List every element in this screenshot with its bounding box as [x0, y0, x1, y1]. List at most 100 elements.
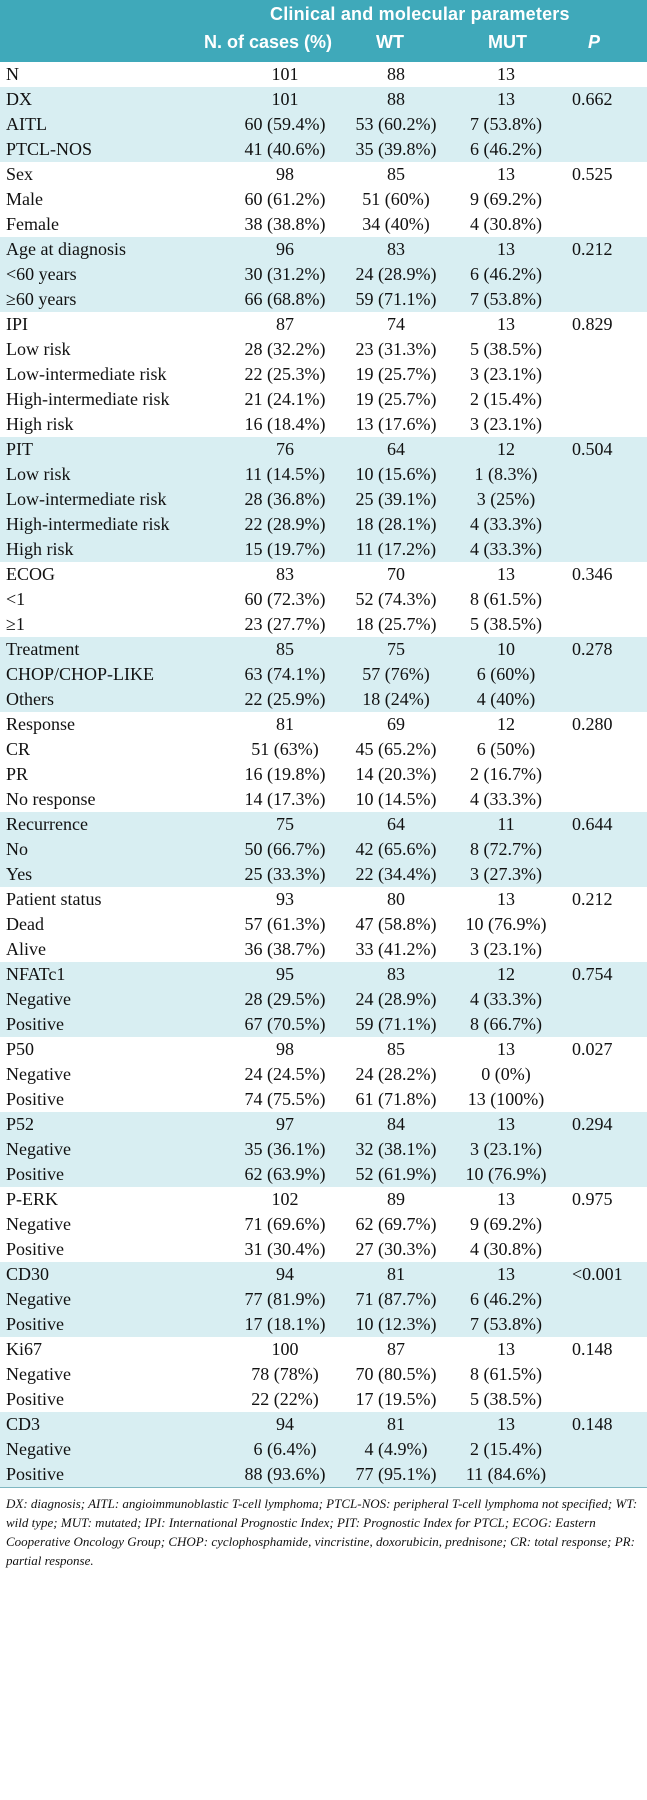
cell-p-value: 0.829 — [572, 314, 613, 334]
table-group: Sex 98 85 13 0.525 Male 60 (61.2%) 51 (60%) 9 (6… — [0, 162, 647, 237]
cell-mut: 13 — [497, 889, 515, 909]
row-label: P-ERK — [6, 1189, 59, 1209]
table-row: Positive 22 (22%) 17 (19.5%) 5 (38.5%) — [0, 1387, 647, 1412]
row-label: NFATc1 — [6, 964, 66, 984]
cell-mut: 4 (30.8%) — [470, 214, 542, 234]
group-header-row: Ki67 100 87 13 0.148 — [0, 1337, 647, 1362]
cell-mut: 12 — [497, 964, 515, 984]
cell-mut: 2 (15.4%) — [470, 389, 542, 409]
cell-mut: 2 (15.4%) — [470, 1439, 542, 1459]
cell-n-cases: 102 — [271, 1189, 299, 1209]
cell-n-cases: 81 — [276, 714, 294, 734]
group-header-row: Treatment 85 75 10 0.278 — [0, 637, 647, 662]
table-group: Response 81 69 12 0.280 CR 51 (63%) 45 (65.2%) 6… — [0, 712, 647, 812]
cell-mut: 6 (60%) — [476, 664, 536, 684]
cell-n-cases: 17 (18.1%) — [244, 1314, 326, 1334]
cell-wt: 64 — [387, 814, 405, 834]
table-row: Negative 71 (69.6%) 62 (69.7%) 9 (69.2%) — [0, 1212, 647, 1237]
group-header-row: ECOG 83 70 13 0.346 — [0, 562, 647, 587]
cell-wt: 84 — [387, 1114, 405, 1134]
header-mut: MUT — [488, 32, 527, 52]
table-group: P50 98 85 13 0.027 Negative 24 (24.5%) 24 (28.2… — [0, 1037, 647, 1112]
cell-p-value: 0.212 — [572, 889, 613, 909]
cell-wt: 42 (65.6%) — [355, 839, 437, 859]
table-row: Positive 17 (18.1%) 10 (12.3%) 7 (53.8%) — [0, 1312, 647, 1337]
group-header-row: P50 98 85 13 0.027 — [0, 1037, 647, 1062]
group-header-row: Sex 98 85 13 0.525 — [0, 162, 647, 187]
cell-wt: 17 (19.5%) — [355, 1389, 437, 1409]
table-group: ECOG 83 70 13 0.346 <1 60 (72.3%) 52 (74.3%) 8 (… — [0, 562, 647, 637]
row-label: Positive — [6, 1239, 65, 1259]
cell-wt: 74 — [387, 314, 405, 334]
row-label: Low-intermediate risk — [6, 489, 167, 509]
cell-mut: 10 — [497, 639, 515, 659]
table-row: Negative 28 (29.5%) 24 (28.9%) 4 (33.3%) — [0, 987, 647, 1012]
table-row: ≥60 years 66 (68.8%) 59 (71.1%) 7 (53.8%) — [0, 287, 647, 312]
cell-mut: 4 (33.3%) — [470, 789, 542, 809]
group-header-row: P-ERK 102 89 13 0.975 — [0, 1187, 647, 1212]
parameters-table: Clinical and molecular parameters N. of … — [0, 0, 647, 1568]
table-row: Positive 62 (63.9%) 52 (61.9%) 10 (76.9%) — [0, 1162, 647, 1187]
cell-wt: 59 (71.1%) — [355, 1014, 437, 1034]
row-label: Sex — [6, 164, 33, 184]
table-row: Negative 24 (24.5%) 24 (28.2%) 0 (0%) — [0, 1062, 647, 1087]
table-group: N 101 88 13 — [0, 62, 647, 87]
group-header-row: Patient status 93 80 13 0.212 — [0, 887, 647, 912]
table-row: Female 38 (38.8%) 34 (40%) 4 (30.8%) — [0, 212, 647, 237]
row-label: Low risk — [6, 339, 71, 359]
cell-n-cases: 16 (18.4%) — [244, 414, 326, 434]
cell-wt: 19 (25.7%) — [355, 389, 437, 409]
cell-mut: 1 (8.3%) — [474, 464, 538, 484]
cell-n-cases: 74 (75.5%) — [244, 1089, 326, 1109]
table-group: PIT 76 64 12 0.504 Low risk 11 (14.5%) 10 (15.6… — [0, 437, 647, 562]
row-label: CD30 — [6, 1264, 50, 1284]
cell-p-value: 0.644 — [572, 814, 613, 834]
cell-wt: 22 (34.4%) — [355, 864, 437, 884]
cell-wt: 83 — [387, 239, 405, 259]
group-header-row: IPI 87 74 13 0.829 — [0, 312, 647, 337]
cell-wt: 18 (25.7%) — [355, 614, 437, 634]
row-label: Negative — [6, 1289, 71, 1309]
cell-p-value: 0.346 — [572, 564, 613, 584]
cell-mut: 7 (53.8%) — [470, 1314, 542, 1334]
group-header-row: P52 97 84 13 0.294 — [0, 1112, 647, 1137]
row-label: ECOG — [6, 564, 55, 584]
cell-wt: 24 (28.2%) — [355, 1064, 437, 1084]
cell-n-cases: 85 — [276, 639, 294, 659]
row-label: Positive — [6, 1164, 65, 1184]
cell-p-value: 0.027 — [572, 1039, 613, 1059]
cell-n-cases: 101 — [271, 89, 299, 109]
row-label: Positive — [6, 1389, 65, 1409]
cell-wt: 75 — [387, 639, 405, 659]
cell-n-cases: 24 (24.5%) — [244, 1064, 326, 1084]
cell-n-cases: 51 (63%) — [251, 739, 319, 759]
cell-wt: 13 (17.6%) — [355, 414, 437, 434]
row-label: High risk — [6, 414, 74, 434]
cell-n-cases: 67 (70.5%) — [244, 1014, 326, 1034]
group-header-row: Recurrence 75 64 11 0.644 — [0, 812, 647, 837]
row-label: Negative — [6, 989, 71, 1009]
cell-n-cases: 16 (19.8%) — [244, 764, 326, 784]
row-label: Female — [6, 214, 59, 234]
cell-mut: 8 (66.7%) — [470, 1014, 542, 1034]
cell-n-cases: 83 — [276, 564, 294, 584]
row-label: Ki67 — [6, 1339, 42, 1359]
cell-mut: 4 (33.3%) — [470, 539, 542, 559]
cell-n-cases: 60 (61.2%) — [244, 189, 326, 209]
row-label: CD3 — [6, 1414, 41, 1434]
cell-n-cases: 36 (38.7%) — [244, 939, 326, 959]
table-row: No response 14 (17.3%) 10 (14.5%) 4 (33.3%) — [0, 787, 647, 812]
row-label: Yes — [6, 864, 33, 884]
cell-n-cases: 60 (59.4%) — [244, 114, 326, 134]
cell-n-cases: 60 (72.3%) — [244, 589, 326, 609]
cell-n-cases: 38 (38.8%) — [244, 214, 326, 234]
cell-mut: 8 (61.5%) — [470, 1364, 542, 1384]
row-label: Positive — [6, 1464, 65, 1484]
cell-mut: 5 (38.5%) — [470, 614, 542, 634]
cell-wt: 71 (87.7%) — [355, 1289, 437, 1309]
cell-mut: 13 — [497, 64, 515, 84]
cell-p-value: 0.148 — [572, 1339, 613, 1359]
cell-n-cases: 28 (29.5%) — [244, 989, 326, 1009]
cell-n-cases: 41 (40.6%) — [244, 139, 326, 159]
cell-p-value: 0.525 — [572, 164, 613, 184]
